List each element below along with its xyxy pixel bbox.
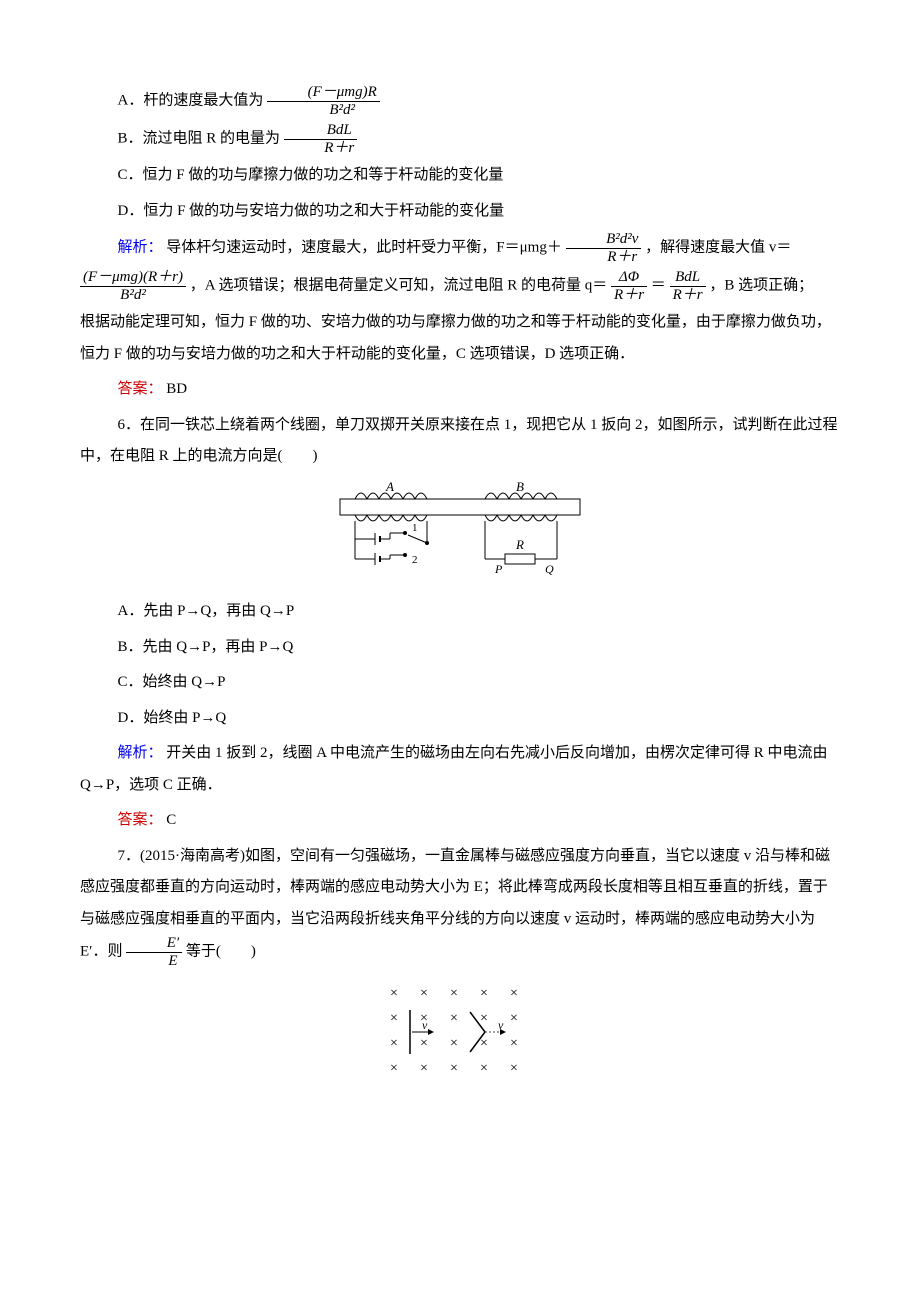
svg-text:×: × (480, 1061, 488, 1076)
svg-text:×: × (450, 1011, 458, 1026)
q5-analysis-text1b: ，解得速度最大值 v＝ (645, 239, 791, 255)
q5-option-b: B．流过电阻 R 的电量为 BdL R＋r (80, 122, 840, 156)
q7-stem: 7．(2015·海南高考)如图，空间有一匀强磁场，一直金属棒与磁感应强度方向垂直… (80, 841, 840, 970)
q6-answer: 答案： C (80, 805, 840, 837)
q6-option-a: A．先由 P→Q，再由 Q→P (80, 596, 840, 628)
q6-label-A: A (385, 481, 394, 494)
q5-frac-a1: B²d²v R＋r (566, 231, 642, 265)
q5-option-c: C．恒力 F 做的功与摩擦力做的功之和等于杆动能的变化量 (80, 160, 840, 192)
q5-optB-pre: B．流过电阻 R 的电量为 (118, 130, 281, 146)
q6-label-R: R (515, 537, 524, 552)
q5-frac-a2: (F－μmg)(R＋r) B²d² (80, 269, 186, 303)
q6-figure: A B 1 2 (80, 481, 840, 589)
q7-field-svg: ××××× ××××× ××××× ××××× v v (370, 977, 550, 1087)
svg-text:×: × (390, 1061, 398, 1076)
svg-text:×: × (420, 1036, 428, 1051)
q7-figure: ××××× ××××× ××××× ××××× v v (80, 977, 840, 1100)
svg-text:×: × (510, 1061, 518, 1076)
svg-text:×: × (510, 1036, 518, 1051)
q5-frac-a3: ΔΦ R＋r (611, 269, 647, 303)
q7-ratio-frac: E′ E (126, 935, 182, 969)
q5-frac-a4: BdL R＋r (670, 269, 706, 303)
q5-analysis-text1: 导体杆匀速运动时，速度最大，此时杆受力平衡，F＝μmg＋ (166, 239, 562, 255)
svg-text:×: × (390, 1011, 398, 1026)
svg-text:×: × (390, 986, 398, 1001)
q5-analysis-line3: 根据动能定理可知，恒力 F 做的功、安培力做的功与摩擦力做的功之和等于杆动能的变… (80, 307, 840, 370)
page: A．杆的速度最大值为 (F－μmg)R B²d² B．流过电阻 R 的电量为 B… (0, 0, 920, 1168)
q5-answer: 答案： BD (80, 374, 840, 406)
svg-text:×: × (390, 1036, 398, 1051)
svg-text:×: × (450, 1061, 458, 1076)
q5-option-a: A．杆的速度最大值为 (F－μmg)R B²d² (80, 84, 840, 118)
q6-label-1: 1 (412, 522, 418, 534)
svg-text:×: × (510, 1011, 518, 1026)
q5-eq: ＝ (651, 277, 666, 293)
q6-option-c: C．始终由 Q→P (80, 667, 840, 699)
q5-option-d: D．恒力 F 做的功与安培力做的功之和大于杆动能的变化量 (80, 196, 840, 228)
q6-analysis-text: 开关由 1 扳到 2，线圈 A 中电流产生的磁场由左向右先减小后反向增加，由楞次… (80, 745, 828, 793)
svg-text:×: × (450, 1036, 458, 1051)
answer-label: 答案： (118, 812, 163, 828)
q5-analysis: 解析： 导体杆匀速运动时，速度最大，此时杆受力平衡，F＝μmg＋ B²d²v R… (80, 231, 840, 265)
q6-label-Q: Q (545, 562, 554, 576)
q5-optA-pre: A．杆的速度最大值为 (118, 92, 264, 108)
svg-text:×: × (510, 986, 518, 1001)
q6-label-2: 2 (412, 554, 418, 566)
analysis-label: 解析： (118, 745, 163, 761)
answer-label: 答案： (118, 381, 163, 397)
svg-text:×: × (420, 1061, 428, 1076)
q5-optA-frac: (F－μmg)R B²d² (267, 84, 380, 118)
q5-analysis-text2: ，A 选项错误；根据电荷量定义可知，流过电阻 R 的电荷量 q＝ (190, 277, 608, 293)
q7-label-v1: v (422, 1018, 428, 1032)
analysis-label: 解析： (118, 239, 163, 255)
q5-analysis-line2: (F－μmg)(R＋r) B²d² ，A 选项错误；根据电荷量定义可知，流过电阻… (80, 269, 840, 303)
q7-label-v2: v (498, 1018, 504, 1032)
svg-text:×: × (480, 1011, 488, 1026)
q6-analysis: 解析： 开关由 1 扳到 2，线圈 A 中电流产生的磁场由左向右先减小后反向增加… (80, 738, 840, 801)
svg-text:×: × (420, 986, 428, 1001)
q6-label-B: B (516, 481, 524, 494)
q7-stem-text2: 等于( ) (186, 943, 256, 959)
q6-option-b: B．先由 Q→P，再由 P→Q (80, 632, 840, 664)
svg-text:×: × (480, 986, 488, 1001)
q6-circuit-svg: A B 1 2 (330, 481, 590, 576)
q6-answer-value: C (166, 812, 176, 828)
q5-optB-frac: BdL R＋r (284, 122, 358, 156)
q5-answer-value: BD (166, 381, 187, 397)
svg-text:×: × (450, 986, 458, 1001)
q6-stem: 6．在同一铁芯上绕着两个线圈，单刀双掷开关原来接在点 1，现把它从 1 扳向 2… (80, 410, 840, 473)
q6-label-P: P (494, 562, 503, 576)
q5-analysis-text2b: ，B 选项正确； (709, 277, 813, 293)
q6-option-d: D．始终由 P→Q (80, 703, 840, 735)
